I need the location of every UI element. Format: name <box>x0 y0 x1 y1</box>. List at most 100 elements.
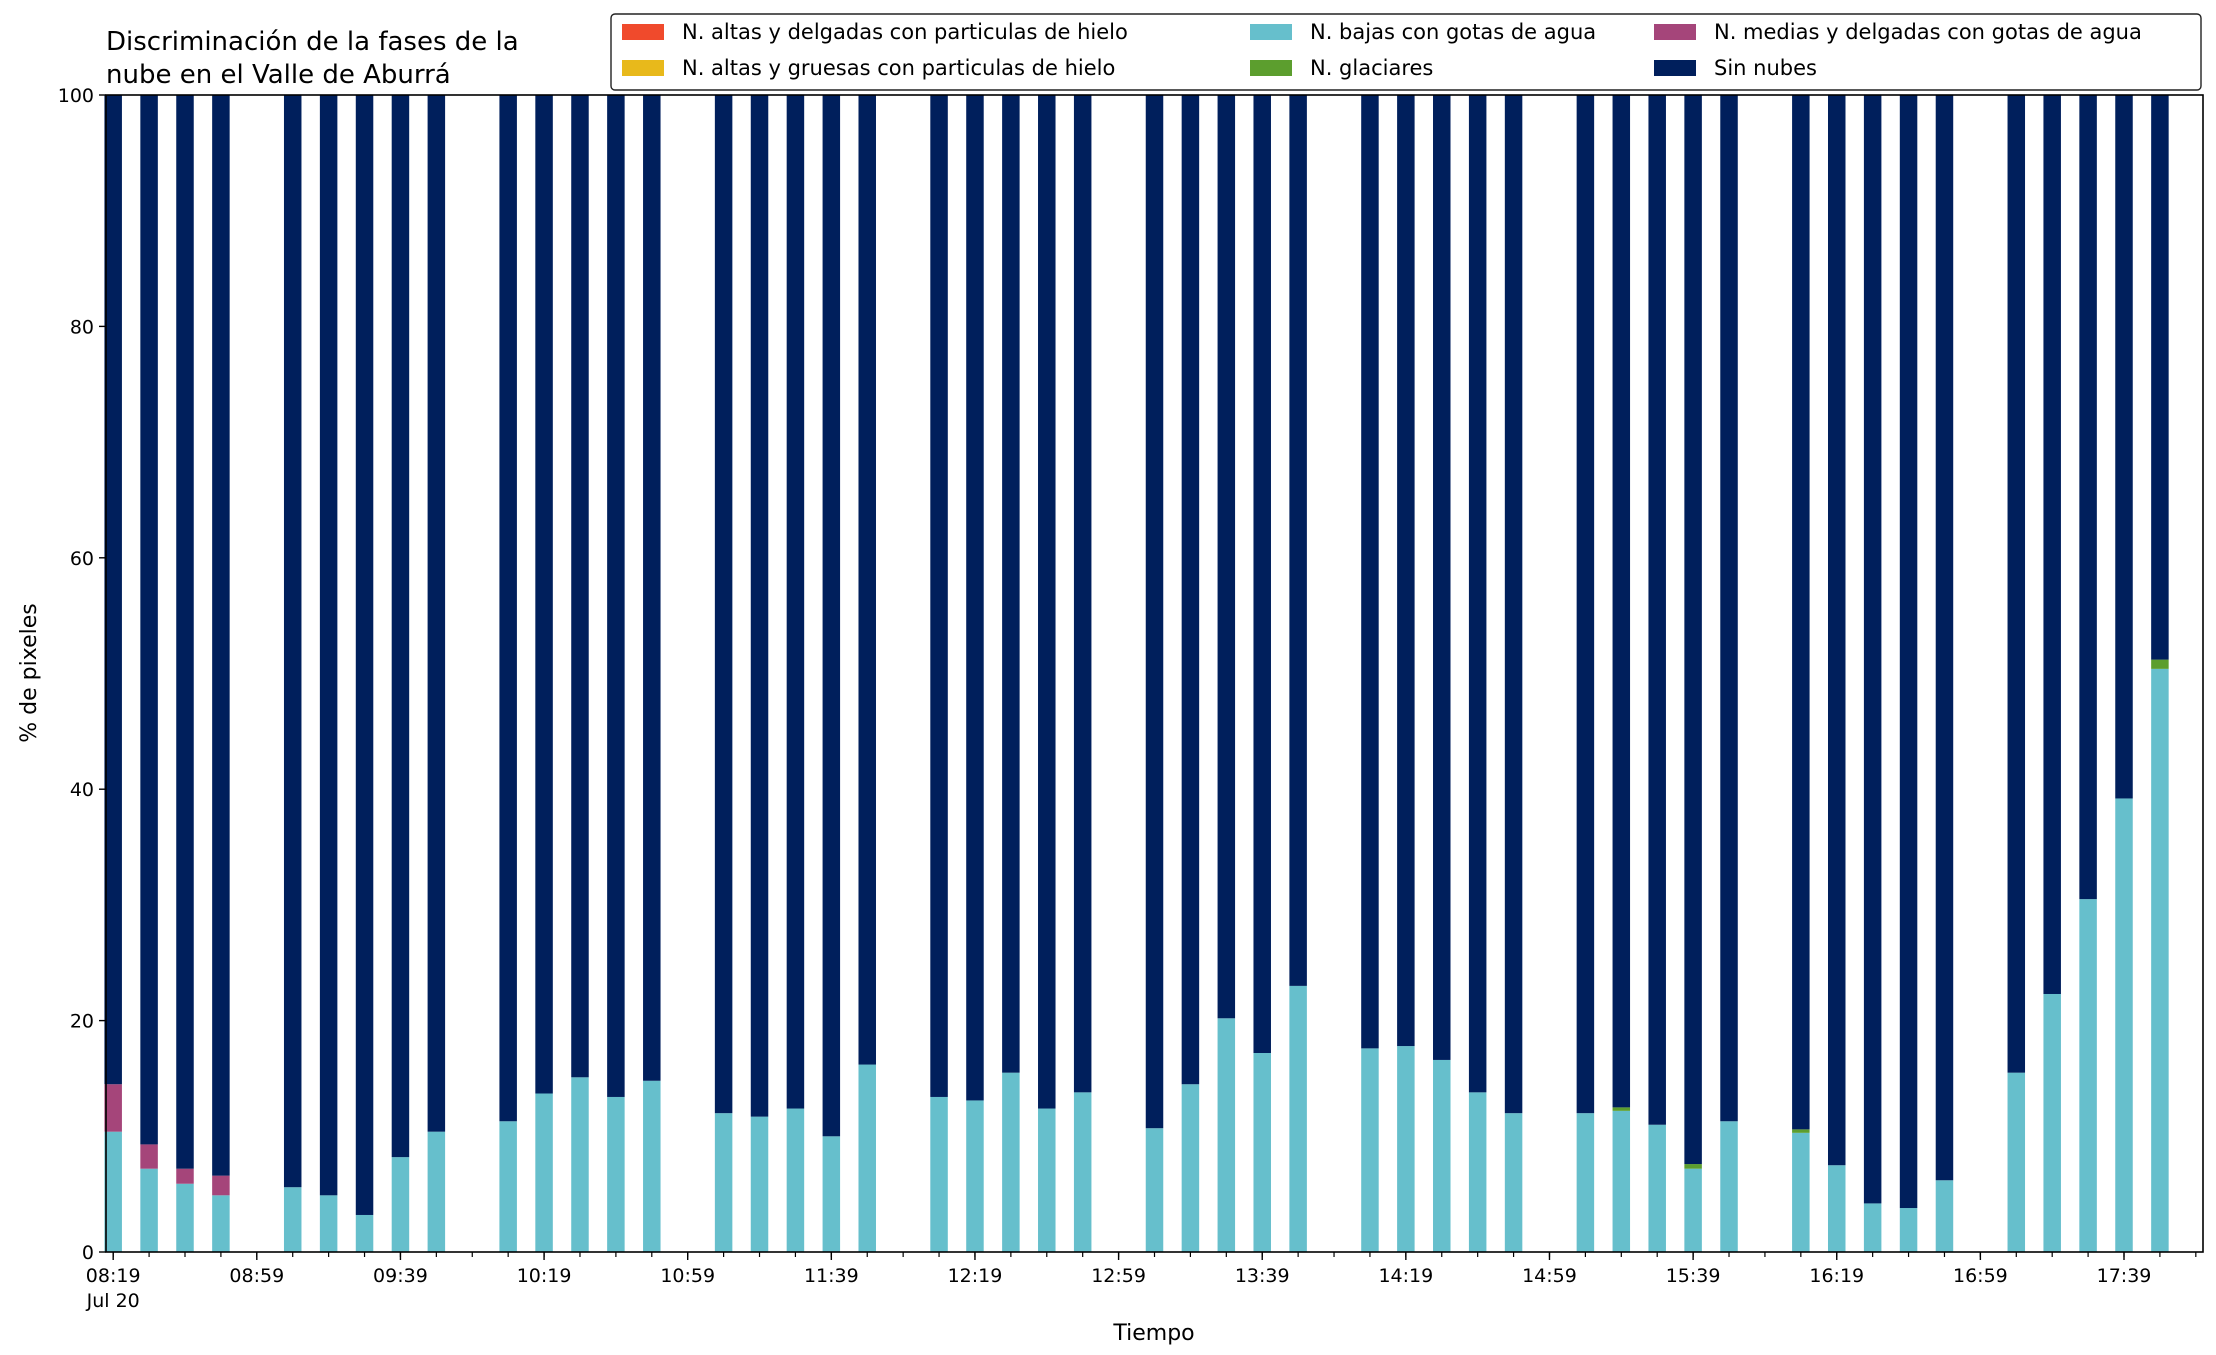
bar-segment <box>750 1116 769 1252</box>
bar-segment <box>427 1131 446 1252</box>
y-tick-label: 80 <box>70 316 94 338</box>
bar-segment <box>607 95 625 1097</box>
bar-segment <box>822 95 841 1137</box>
legend-label: N. glaciares <box>1310 56 1433 80</box>
bar-segment <box>858 95 876 1065</box>
bar-segment <box>355 1214 374 1252</box>
bars-group <box>104 95 2169 1252</box>
bar-segment <box>1289 95 1307 986</box>
bar-segment <box>2115 95 2133 799</box>
x-tick-label: 11:39 <box>804 1265 859 1287</box>
bar-segment <box>1468 95 1487 1093</box>
bar-segment <box>1899 95 1918 1209</box>
bar-segment <box>535 1093 553 1252</box>
bar-segment <box>1504 95 1523 1114</box>
x-tick-label: 12:19 <box>948 1265 1003 1287</box>
bar-segment <box>1827 95 1846 1166</box>
bar-segment <box>1612 1110 1631 1252</box>
bar-segment <box>1289 985 1307 1252</box>
bar-segment <box>319 95 338 1196</box>
bar-segment <box>140 95 158 1145</box>
bar-segment <box>1217 1018 1236 1252</box>
bar-segment <box>1145 95 1164 1129</box>
bar-segment <box>1684 95 1702 1165</box>
bar-segment <box>2007 95 2026 1073</box>
bar-segment <box>283 1187 302 1252</box>
bar-segment <box>786 95 805 1109</box>
bar-segment <box>355 95 374 1215</box>
bar-segment <box>2151 668 2169 1252</box>
bar-segment <box>176 1168 194 1184</box>
bar-segment <box>1576 95 1595 1114</box>
x-tick-label: 13:39 <box>1235 1265 1290 1287</box>
bar-segment <box>1576 1113 1595 1252</box>
x-tick-label: 17:39 <box>2097 1265 2152 1287</box>
axis-ticks-group: 0 20 40 60 80 100 08:19 Jul 20 08:59 09:39 10:19 10… <box>58 85 2197 1312</box>
bar-segment <box>786 1108 805 1252</box>
bar-segment <box>283 95 302 1188</box>
bar-segment <box>1217 95 1236 1019</box>
bar-segment <box>1397 95 1415 1047</box>
bar-segment <box>1684 1164 1702 1169</box>
x-tick-label: 08:59 <box>229 1265 284 1287</box>
bar-segment <box>319 1195 338 1252</box>
bar-segment <box>571 1077 589 1252</box>
x-axis-label: Tiempo <box>1112 1321 1194 1346</box>
bar-segment <box>140 1168 158 1252</box>
bar-segment <box>1612 1107 1631 1111</box>
bar-segment <box>1361 1048 1379 1252</box>
bar-segment <box>966 95 984 1101</box>
bar-segment <box>1648 95 1666 1125</box>
bar-segment <box>2151 95 2169 660</box>
legend-swatch <box>622 60 664 76</box>
bar-segment <box>1397 1046 1415 1252</box>
bar-segment <box>1792 1129 1810 1133</box>
bar-segment <box>643 1080 661 1252</box>
y-tick-label: 60 <box>70 548 94 570</box>
bar-segment <box>1612 95 1631 1108</box>
bar-segment <box>1863 95 1882 1204</box>
bar-segment <box>2043 95 2061 994</box>
legend: N. altas y delgadas con particulas de hi… <box>610 13 2202 91</box>
bar-segment <box>1935 1180 1954 1252</box>
bar-segment <box>1863 1203 1882 1252</box>
bar-segment <box>1073 95 1092 1093</box>
bar-segment <box>1684 1168 1702 1252</box>
bar-segment <box>391 95 410 1158</box>
bar-segment <box>391 1157 410 1252</box>
x-tick-label: 16:59 <box>1953 1265 2008 1287</box>
y-tick-label: 0 <box>82 1242 94 1264</box>
bar-segment <box>1002 1072 1020 1252</box>
bar-segment <box>643 95 661 1081</box>
bar-segment <box>750 95 769 1117</box>
bar-segment <box>822 1136 841 1252</box>
bar-segment <box>1720 1121 1738 1252</box>
bar-segment <box>1433 1059 1451 1252</box>
x-tick-label: 16:19 <box>1809 1265 1864 1287</box>
bar-segment <box>176 95 194 1169</box>
x-tick-label: 14:59 <box>1522 1265 1577 1287</box>
legend-label: N. medias y delgadas con gotas de agua <box>1714 20 2142 44</box>
bar-segment <box>1433 95 1451 1060</box>
bar-segment <box>1468 1092 1487 1252</box>
bar-segment <box>2079 899 2097 1252</box>
legend-swatch <box>1654 60 1696 76</box>
bar-segment <box>1038 1108 1056 1252</box>
bar-segment <box>535 95 553 1094</box>
bar-segment <box>104 95 122 1085</box>
bar-segment <box>140 1144 158 1169</box>
bar-segment <box>1253 1052 1271 1252</box>
chart-title-line-2: nube en el Valle de Aburrá <box>106 60 451 90</box>
bar-segment <box>966 1100 984 1252</box>
legend-label: N. altas y delgadas con particulas de hi… <box>682 20 1128 44</box>
bar-segment <box>714 1113 733 1252</box>
bar-segment <box>2043 993 2061 1252</box>
y-tick-label: 20 <box>70 1011 94 1033</box>
bar-segment <box>1002 95 1020 1073</box>
y-tick-label: 40 <box>70 779 94 801</box>
y-axis-label: % de pixeles <box>17 603 42 742</box>
bar-segment <box>1827 1165 1846 1252</box>
bar-segment <box>571 95 589 1078</box>
bar-segment <box>1935 95 1954 1181</box>
chart-title-line-1: Discriminación de la fases de la <box>106 27 519 57</box>
